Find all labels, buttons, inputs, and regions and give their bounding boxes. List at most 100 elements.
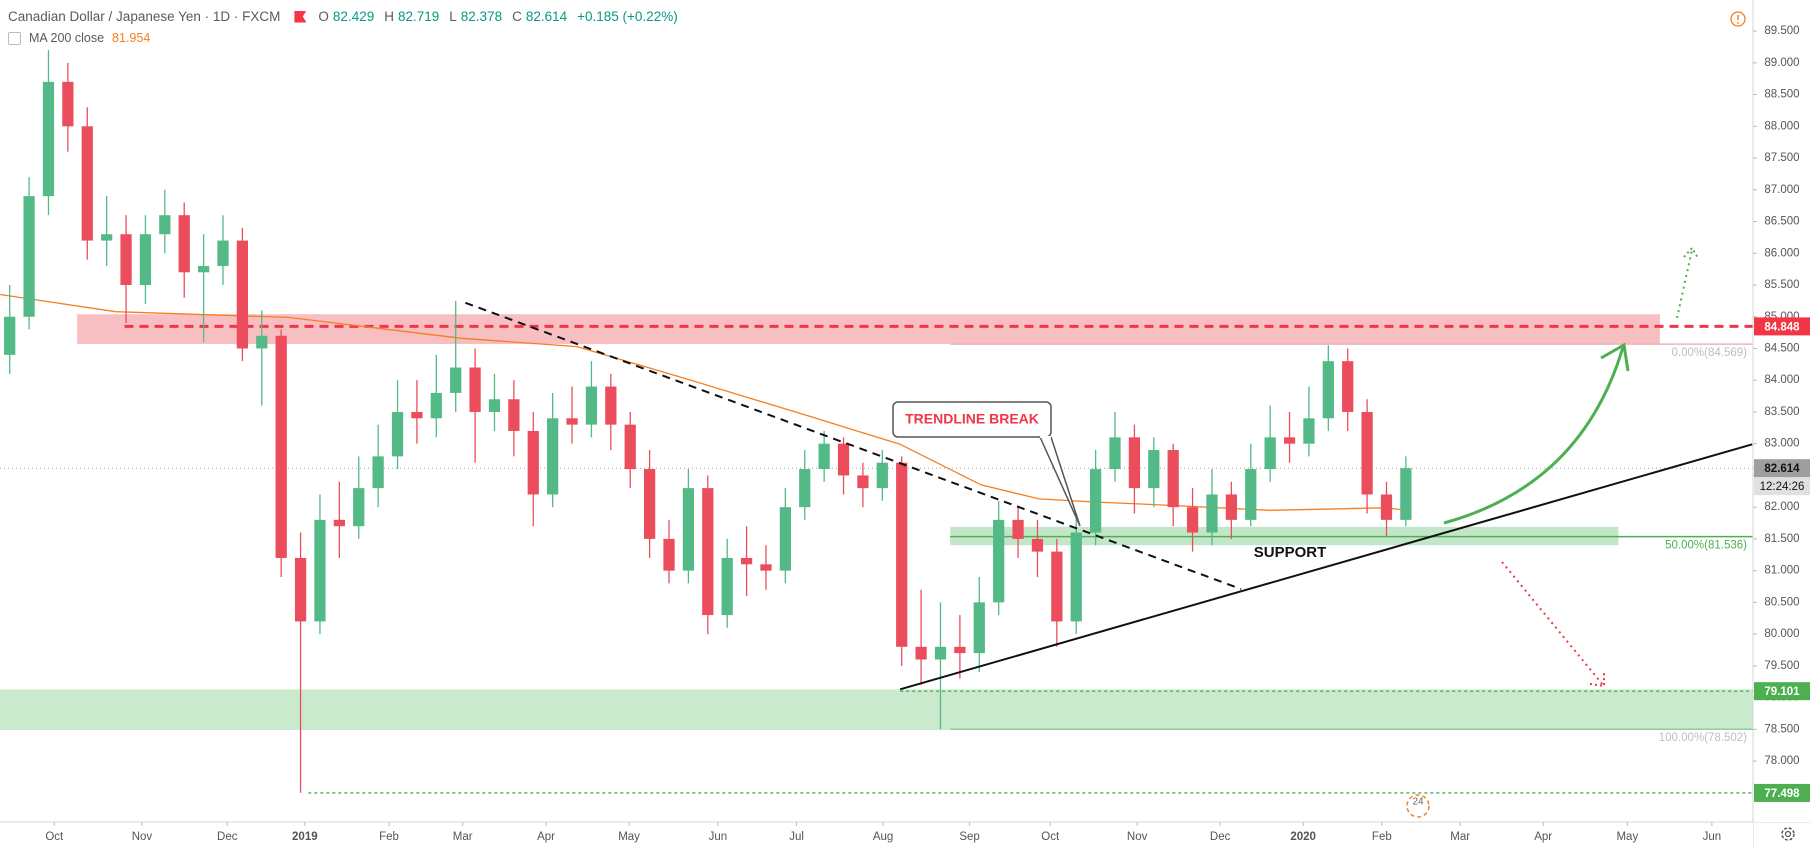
candle-body [818,443,830,470]
x-tick-label: Jul [789,831,804,843]
ohlc-label: C [512,9,522,24]
x-tick-label: May [1616,831,1638,843]
candle-body [353,488,365,527]
candle-body [508,399,520,431]
x-tick-label: Nov [1127,831,1148,843]
candle-body [721,557,733,616]
candle-body [566,418,578,425]
candle-body [1109,437,1121,470]
settings-icon-core [1784,830,1792,838]
x-tick-label: Mar [1450,831,1470,843]
y-tick-label: 80.000 [1764,628,1799,640]
support-label: SUPPORT [1254,544,1327,561]
time-axis-bg [0,822,1753,847]
x-tick-label: Jun [709,831,728,843]
candle-body [1342,361,1354,412]
plot [0,50,1753,793]
price-tag [1754,459,1810,478]
candle-body [411,411,423,419]
y-tick-label: 88.000 [1764,120,1799,132]
alert-icon[interactable] [1730,11,1746,27]
ohlc-value: 82.378 [460,9,503,24]
candle-body [876,462,888,489]
candle-body [702,488,714,616]
candle-body [857,475,869,489]
callout-box [892,401,1052,438]
y-tick-label: 85.500 [1764,279,1799,291]
candle-body [178,215,190,273]
x-tick-label: Mar [453,831,473,843]
y-tick-label: 84.000 [1764,374,1799,386]
y-tick-label: 88.500 [1764,89,1799,101]
price-tag-label: 84.848 [1764,321,1800,333]
callout-text: TRENDLINE BREAK [905,411,1039,427]
y-tick-label: 78.000 [1764,755,1799,767]
candle-body [217,240,229,266]
candle-body [23,196,35,317]
trendline [899,443,1753,691]
price-tag-label: 82.614 [1764,463,1800,475]
y-tick-label: 80.500 [1764,596,1799,608]
x-tick-label: Dec [1210,831,1231,843]
candle-body [1167,450,1179,508]
candle-body [236,240,249,349]
candle-body [1303,418,1315,444]
x-tick-label: Dec [217,831,238,843]
candle-body [547,418,559,495]
ohlc-value: 82.719 [397,9,440,24]
candle-body [1051,551,1063,622]
candle-body [62,81,74,127]
ma-toggle[interactable] [8,31,21,45]
candle-body [915,646,927,660]
zone [77,314,1660,345]
candle-body [314,519,326,622]
x-tick-label: Jun [1703,831,1722,843]
y-tick-label: 83.000 [1764,438,1799,450]
zones: 0.00%(84.569) 50.00%(81.536) 100.00%(78.50… [0,314,1753,794]
ma-legend: MA 200 close 81.954 [8,31,150,45]
trendline [465,301,1242,590]
x-tick-label: 2020 [1290,831,1316,843]
candle-body [294,557,307,622]
fib-label: 100.00%(78.502) [1659,732,1747,744]
candle-body [779,507,791,571]
ohlc-label: L [449,9,457,24]
x-tick-label: May [618,831,640,843]
candle-body [682,488,695,571]
candle-body [1361,411,1373,495]
callout: TRENDLINE BREAK [892,401,1081,527]
x-tick-label: Apr [537,831,555,843]
flag-icon[interactable] [294,10,307,23]
x-tick-label: Feb [1372,831,1392,843]
y-tick-label: 78.500 [1764,723,1799,735]
candle-body [488,399,501,412]
candle-body [120,234,132,286]
bullish-arrow-head [1600,342,1630,372]
callout-pointer [1039,436,1081,527]
countdown: 12:24:26 [1760,481,1805,493]
y-tick-label: 84.500 [1764,343,1799,355]
candle-body [1380,494,1393,520]
fib-label: 50.00%(81.536) [1665,540,1747,552]
bullish-arrow [1443,346,1625,525]
candle-body [1012,519,1024,539]
price-tag [1754,682,1810,701]
ma-value: 81.954 [112,31,151,45]
candle-body [643,469,656,539]
countdown-bg [1754,477,1810,496]
candle-body [139,234,152,286]
y-tick-label: 86.000 [1764,247,1799,259]
y-tick-label: 79.500 [1764,660,1799,672]
candle-body [837,443,850,476]
zone [0,689,1753,730]
candle-body [605,386,617,425]
candle-body [81,126,93,241]
price-tag [1754,317,1810,336]
settings-icon[interactable] [1781,827,1795,841]
y-tick-label: 87.000 [1764,184,1799,196]
candle-body [1225,494,1237,520]
fib-label: 0.00%(84.569) [1672,347,1748,359]
candle-body [1322,361,1334,419]
legend-header: Canadian Dollar / Japanese Yen · 1D · FX… [8,9,684,24]
